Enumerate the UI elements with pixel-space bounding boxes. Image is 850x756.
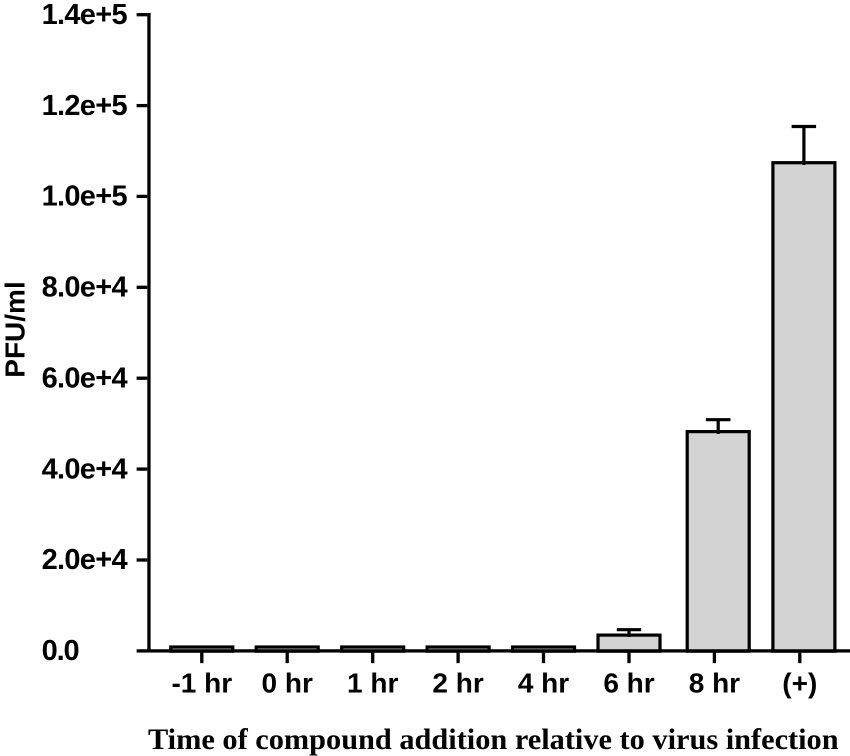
svg-text:1.2e+5: 1.2e+5: [42, 90, 128, 122]
svg-text:(+): (+): [782, 668, 817, 699]
svg-text:6 hr: 6 hr: [603, 668, 654, 699]
svg-text:2.0e+4: 2.0e+4: [42, 544, 128, 576]
svg-text:1.4e+5: 1.4e+5: [42, 0, 128, 31]
svg-text:-1 hr: -1 hr: [171, 668, 232, 699]
svg-text:4.0e+4: 4.0e+4: [42, 453, 128, 485]
svg-text:4 hr: 4 hr: [518, 668, 569, 699]
svg-text:8.0e+4: 8.0e+4: [42, 272, 128, 304]
svg-text:2 hr: 2 hr: [432, 668, 483, 699]
svg-text:Time of compound addition rela: Time of compound addition relative to vi…: [148, 723, 839, 756]
svg-text:0.0: 0.0: [42, 635, 80, 667]
svg-text:6.0e+4: 6.0e+4: [42, 362, 128, 394]
svg-text:8 hr: 8 hr: [689, 668, 740, 699]
svg-text:0 hr: 0 hr: [262, 668, 313, 699]
svg-text:PFU/ml: PFU/ml: [0, 281, 31, 377]
svg-text:1.0e+5: 1.0e+5: [42, 181, 128, 213]
svg-text:1 hr: 1 hr: [347, 668, 398, 699]
